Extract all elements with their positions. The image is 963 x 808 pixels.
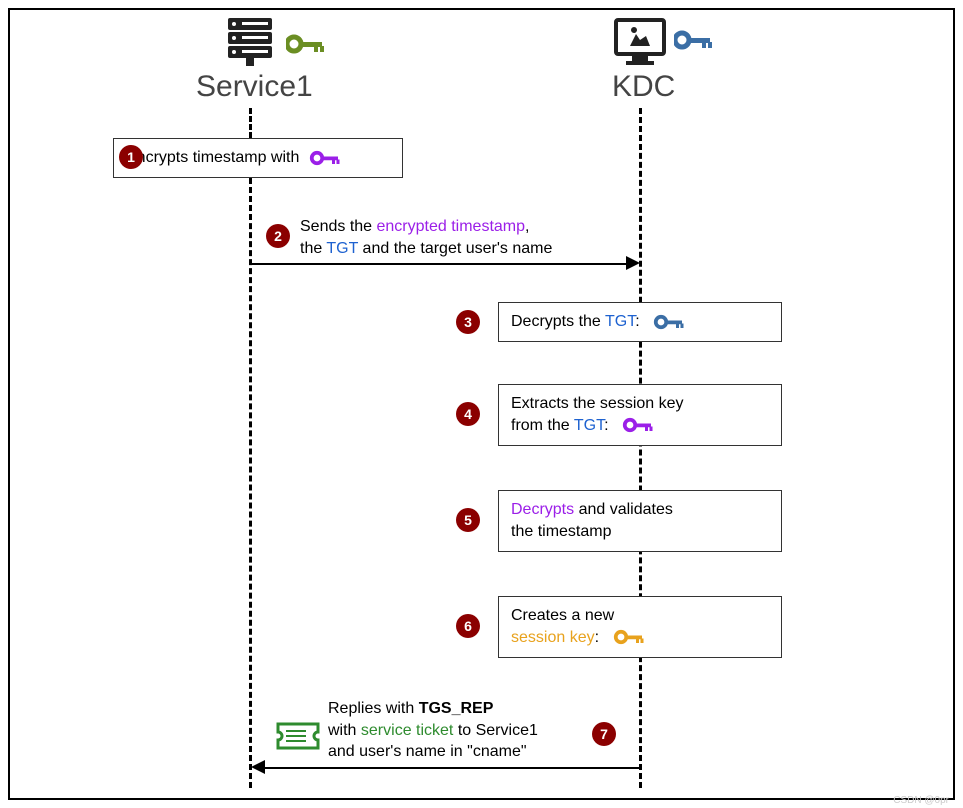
step-badge-4: 4 [456,402,480,426]
arrow-2 [251,263,627,265]
step-1-text: Encrypts timestamp with [126,149,299,166]
arrow-7-head [251,760,265,774]
key-icon [621,416,657,434]
step-badge-7: 7 [592,722,616,746]
arrow-2-head [626,256,640,270]
step-badge-2: 2 [266,224,290,248]
key-icon [674,28,714,52]
watermark: CSDN @0pr [893,795,949,806]
step-1-box: Encrypts timestamp with [113,138,403,178]
step-badge-5: 5 [456,508,480,532]
key-icon [308,149,344,167]
key-icon [286,32,326,56]
monitor-dog-icon [612,16,668,68]
step-3-box: Decrypts the TGT: [498,302,782,342]
lifeline-service1 [249,178,252,788]
lifeline-kdc [639,108,642,788]
diagram-frame: Service1 KDC Encrypts timestamp with 1 S… [0,0,963,808]
key-icon [612,628,648,646]
step-7-text: Replies with TGS_REP with service ticket… [328,698,538,763]
lane-title-kdc: KDC [612,70,675,104]
step-5-box: Decrypts and validates the timestamp [498,490,782,552]
step-badge-3: 3 [456,310,480,334]
lifeline-service1 [249,108,252,138]
step-6-box: Creates a new session key: [498,596,782,658]
key-icon [652,313,688,331]
server-icon [222,16,278,68]
outer-border [8,8,955,800]
step-2-text: Sends the encrypted timestamp, the TGT a… [300,216,552,259]
step-badge-6: 6 [456,614,480,638]
lane-title-service1: Service1 [196,70,313,104]
step-4-box: Extracts the session key from the TGT: [498,384,782,446]
arrow-7 [264,767,640,769]
ticket-icon [276,720,320,750]
